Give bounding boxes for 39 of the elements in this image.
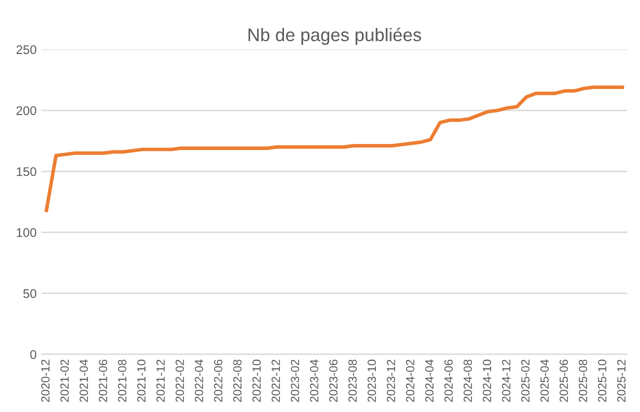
x-tick-label: 2025-08 bbox=[578, 360, 588, 402]
x-tick-label: 2025-06 bbox=[560, 360, 568, 402]
x-tick-label: 2023-12 bbox=[386, 360, 396, 402]
y-tick-label: 0 bbox=[30, 350, 36, 359]
x-tick-label: 2021-08 bbox=[118, 360, 126, 402]
x-tick-label: 2022-10 bbox=[252, 360, 261, 402]
x-tick-label: 2020-12 bbox=[41, 360, 50, 402]
x-tick-label: 2022-06 bbox=[214, 360, 222, 402]
x-tick-label: 2021-12 bbox=[156, 360, 165, 402]
line-series bbox=[44, 86, 624, 212]
x-tick-label: 2021-04 bbox=[80, 360, 88, 402]
x-tick-label: 2024-04 bbox=[425, 360, 434, 402]
x-tick-label: 2022-04 bbox=[194, 360, 204, 402]
x-tick-label: 2023-04 bbox=[310, 360, 318, 402]
x-tick-label: 2022-02 bbox=[176, 360, 184, 402]
x-tick-label: 2023-10 bbox=[368, 360, 376, 402]
x-tick-label: 2025-02 bbox=[521, 360, 530, 402]
x-tick-label: 2025-04 bbox=[540, 360, 549, 402]
x-tick-label: 2021-02 bbox=[60, 360, 69, 402]
x-tick-label: 2023-08 bbox=[348, 360, 357, 402]
y-tick-label: 150 bbox=[16, 167, 36, 176]
x-tick-label: 2022-08 bbox=[233, 360, 242, 402]
x-tick-label: 2021-10 bbox=[137, 360, 146, 402]
x-tick-label: 2024-02 bbox=[406, 360, 414, 402]
y-tick-label: 200 bbox=[16, 106, 36, 116]
x-tick-label: 2024-10 bbox=[482, 360, 492, 402]
x-tick-label: 2025-10 bbox=[598, 360, 606, 402]
x-tick-label: 2023-06 bbox=[329, 360, 338, 402]
chart-title: Nb de pages publiées bbox=[248, 28, 422, 45]
y-tick-label: 250 bbox=[16, 45, 36, 54]
y-tick-label: 100 bbox=[16, 228, 36, 238]
y-tick-label: 50 bbox=[23, 289, 36, 298]
x-tick-label: 2022-12 bbox=[272, 360, 280, 402]
x-tick-label: 2024-06 bbox=[444, 360, 453, 402]
x-tick-label: 2024-12 bbox=[502, 360, 510, 402]
x-tick-label: 2023-02 bbox=[290, 360, 300, 402]
x-tick-label: 2024-08 bbox=[464, 360, 472, 402]
x-tick-label: 2021-06 bbox=[98, 360, 108, 402]
x-tick-label: 2025-12 bbox=[617, 360, 626, 402]
